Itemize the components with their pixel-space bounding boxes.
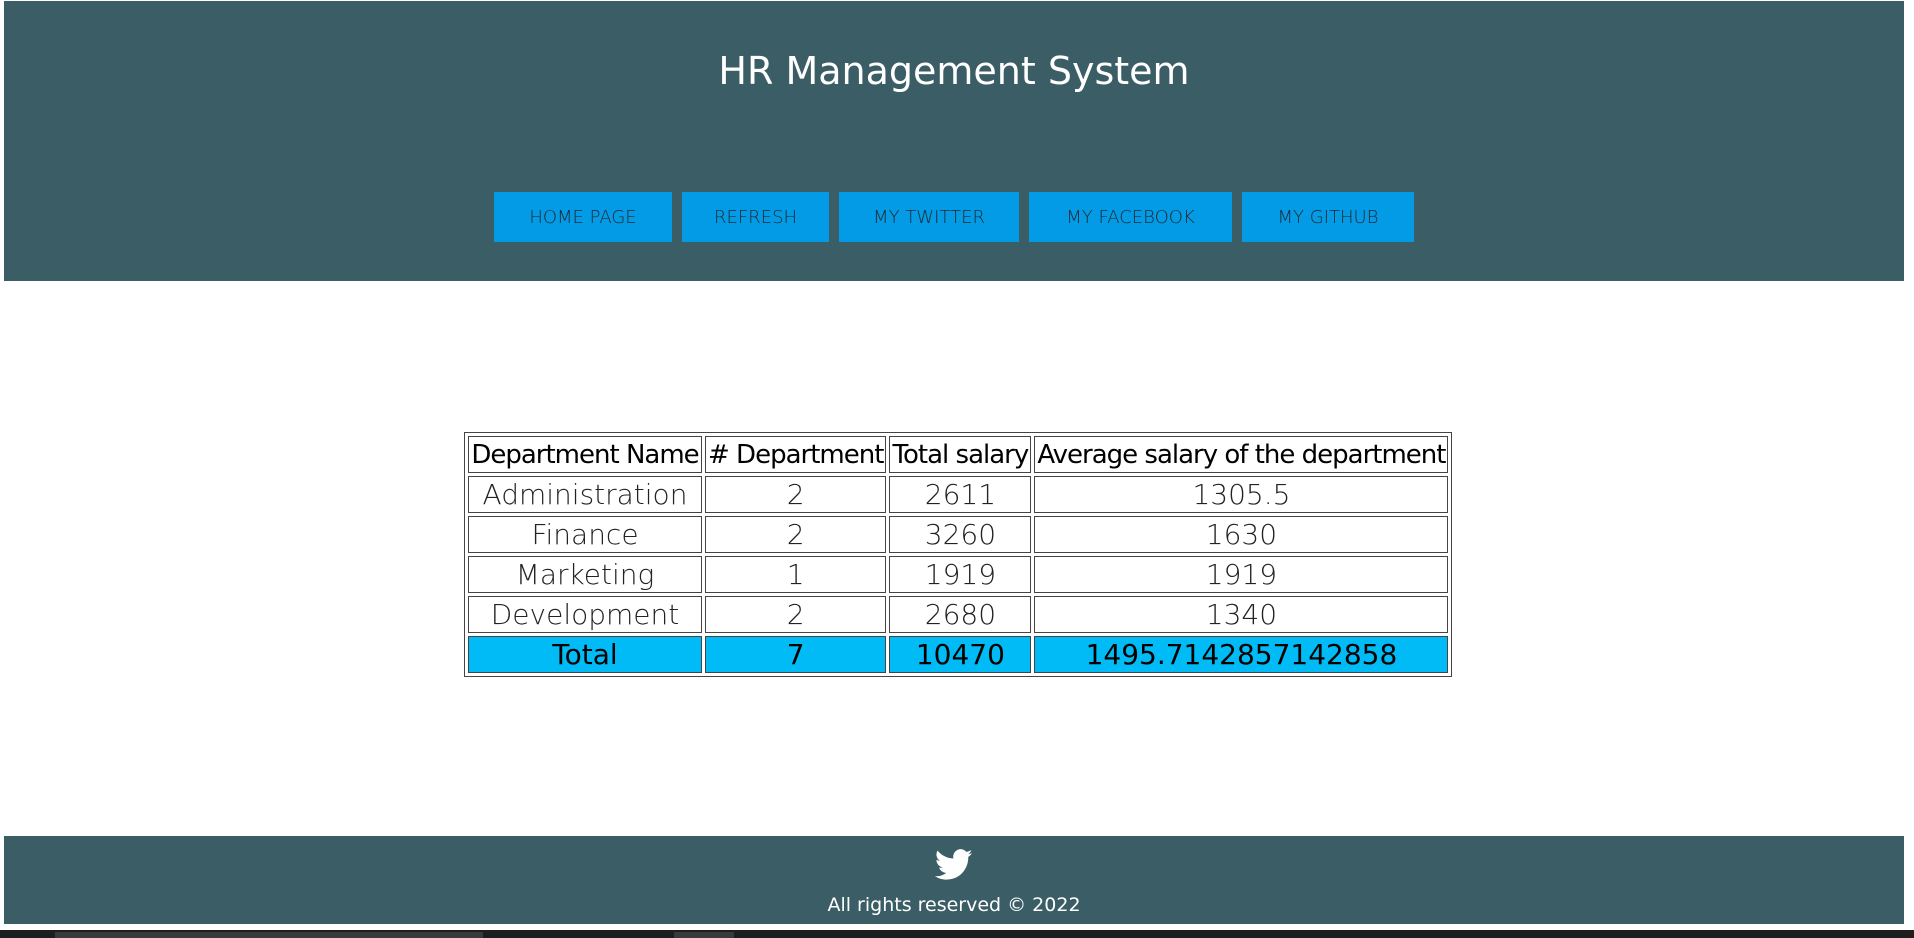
column-header-total-salary: Total salary: [889, 436, 1032, 473]
cell-total-salary: 2611: [889, 476, 1032, 513]
nav-bar: HOME PAGE REFRESH MY TWITTER MY FACEBOOK…: [4, 192, 1904, 242]
cell-average-salary: 1630: [1034, 516, 1449, 553]
site-footer: All rights reserved © 2022: [4, 836, 1904, 924]
cell-department-count: 2: [705, 476, 887, 513]
cell-department-name: Marketing: [468, 556, 702, 593]
home-page-button[interactable]: HOME PAGE: [494, 192, 672, 242]
page-title: HR Management System: [718, 49, 1190, 93]
taskbar: [0, 930, 1914, 938]
my-twitter-button[interactable]: MY TWITTER: [839, 192, 1019, 242]
cell-total-label: Total: [468, 636, 702, 673]
cell-total-salary: 2680: [889, 596, 1032, 633]
cell-department-name: Finance: [468, 516, 702, 553]
cell-total-salary: 1919: [889, 556, 1032, 593]
cell-total-average-salary: 1495.7142857142858: [1034, 636, 1449, 673]
cell-department-count: 1: [705, 556, 887, 593]
cell-total-salary: 3260: [889, 516, 1032, 553]
my-facebook-button[interactable]: MY FACEBOOK: [1029, 192, 1232, 242]
cell-total-department-count: 7: [705, 636, 887, 673]
column-header-department-count: # Department: [705, 436, 887, 473]
twitter-icon[interactable]: [935, 848, 973, 882]
table-header-row: Department Name # Department Total salar…: [468, 436, 1449, 473]
department-table-container: Department Name # Department Total salar…: [464, 432, 1453, 677]
cell-department-count: 2: [705, 596, 887, 633]
cell-department-name: Administration: [468, 476, 702, 513]
copyright-text: All rights reserved © 2022: [827, 894, 1081, 916]
column-header-average-salary: Average salary of the department: [1034, 436, 1449, 473]
site-header: HR Management System HOME PAGE REFRESH M…: [4, 1, 1904, 281]
cell-department-count: 2: [705, 516, 887, 553]
cell-average-salary: 1305.5: [1034, 476, 1449, 513]
table-row: Finance 2 3260 1630: [468, 516, 1449, 553]
cell-department-name: Development: [468, 596, 702, 633]
table-row: Administration 2 2611 1305.5: [468, 476, 1449, 513]
department-salary-table: Department Name # Department Total salar…: [464, 432, 1453, 677]
refresh-button[interactable]: REFRESH: [682, 192, 829, 242]
taskbar-item[interactable]: [55, 932, 483, 938]
my-github-button[interactable]: MY GITHUB: [1242, 192, 1414, 242]
cell-total-salary-sum: 10470: [889, 636, 1032, 673]
table-total-row: Total 7 10470 1495.7142857142858: [468, 636, 1449, 673]
taskbar-item[interactable]: [674, 932, 734, 938]
cell-average-salary: 1340: [1034, 596, 1449, 633]
table-row: Marketing 1 1919 1919: [468, 556, 1449, 593]
column-header-department-name: Department Name: [468, 436, 702, 473]
table-row: Development 2 2680 1340: [468, 596, 1449, 633]
cell-average-salary: 1919: [1034, 556, 1449, 593]
